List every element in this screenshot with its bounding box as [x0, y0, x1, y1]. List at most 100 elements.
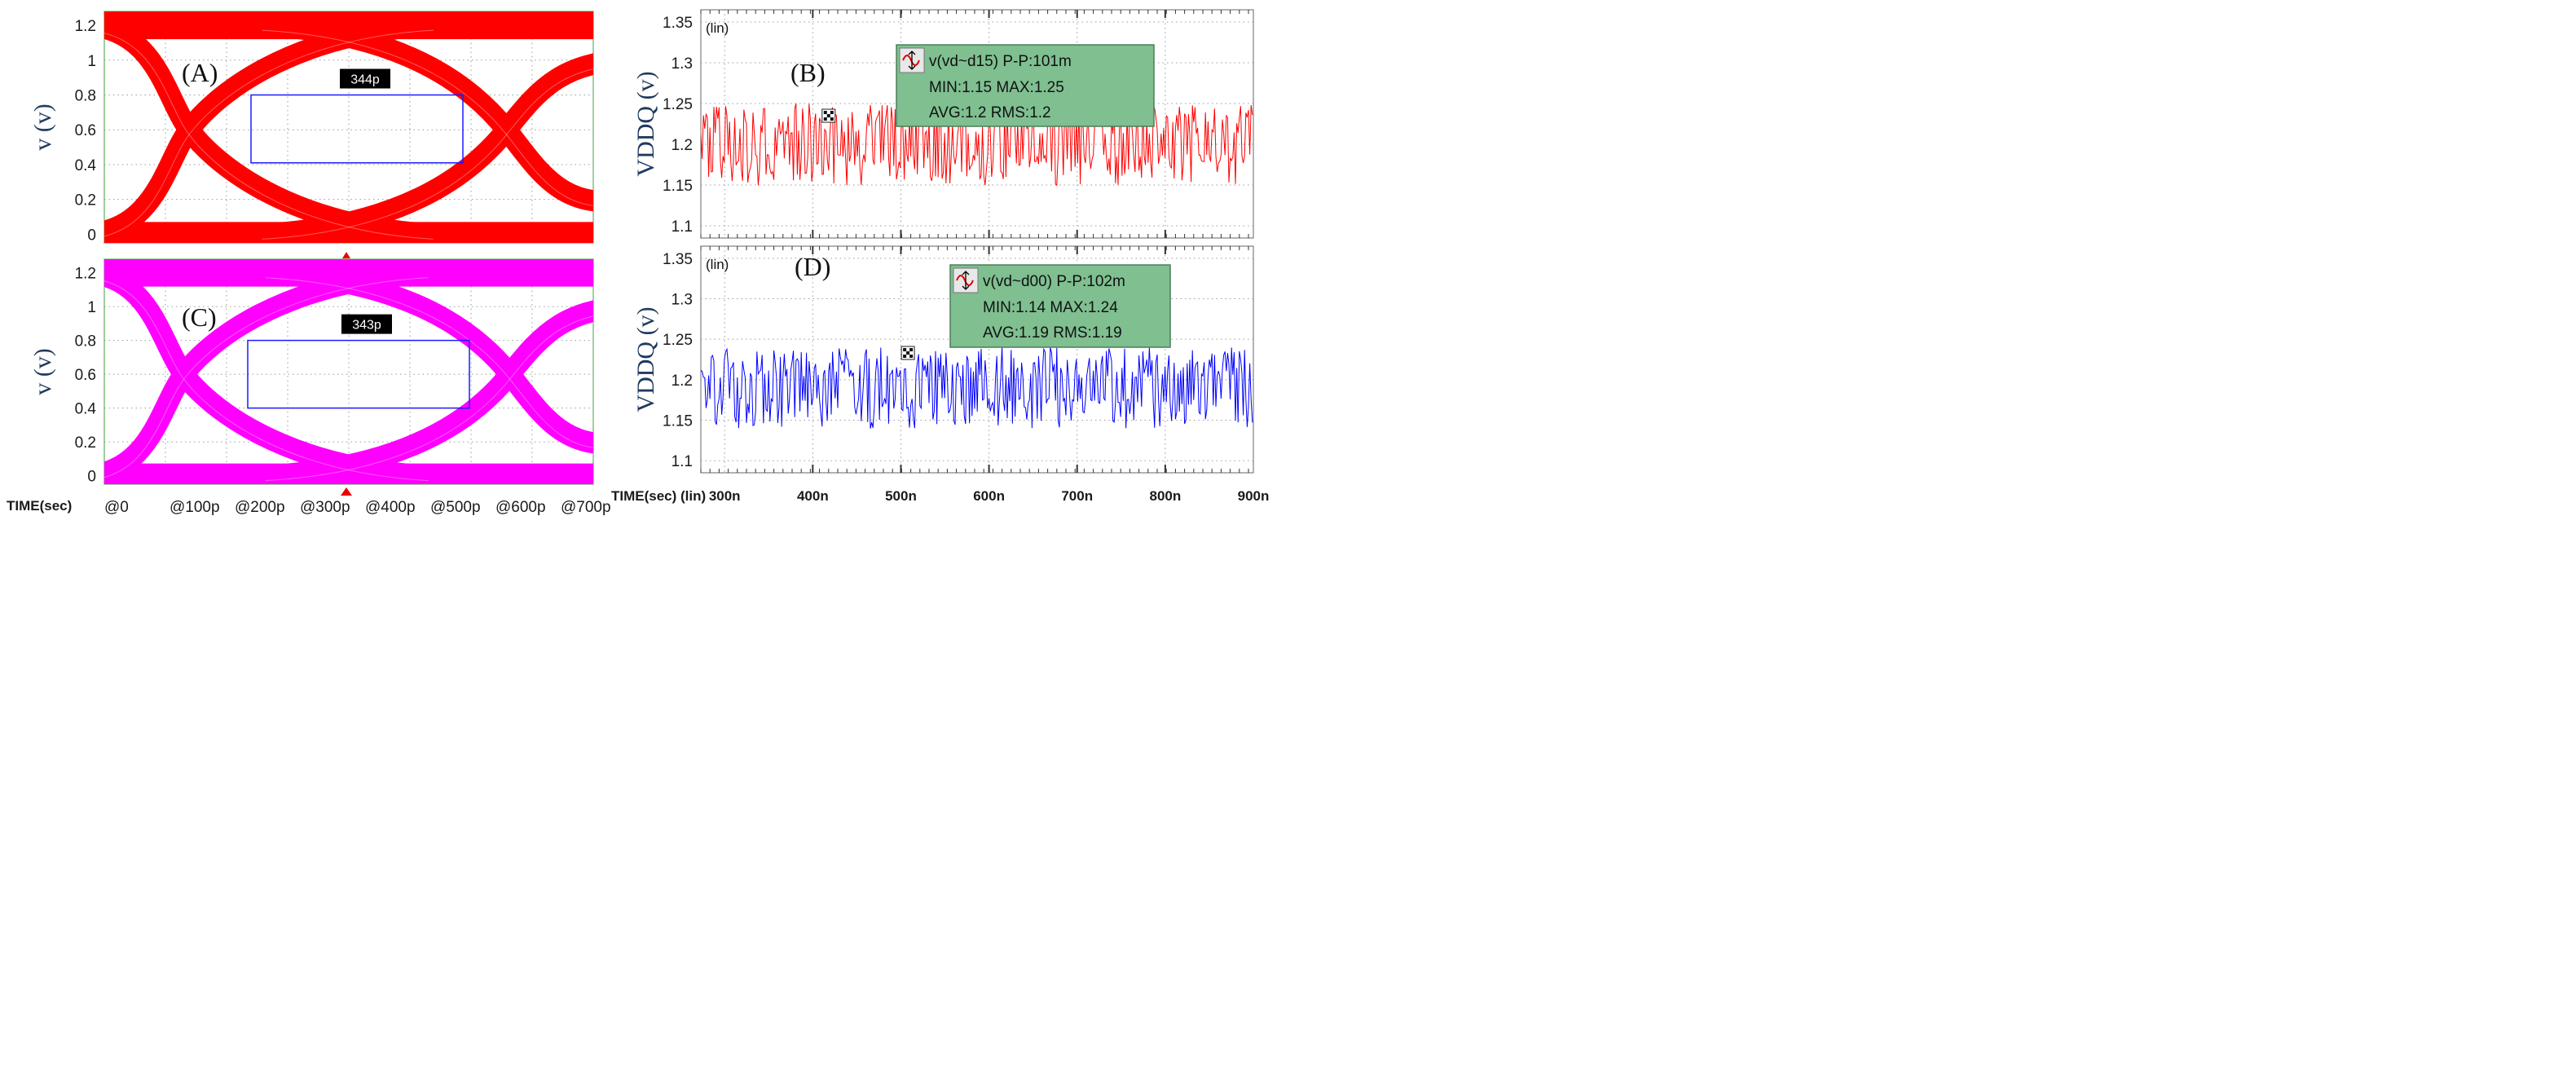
eye-trace-edge — [104, 33, 434, 240]
x-tick-label: @0 — [104, 499, 129, 516]
y-tick-label: 0.4 — [75, 157, 97, 174]
y-tick-label: 1.25 — [663, 332, 693, 349]
y-tick-label: 0.6 — [75, 367, 96, 384]
y-tick-label: 0 — [87, 227, 96, 244]
y-tick-label: 1.15 — [663, 178, 693, 195]
axis-ruler — [700, 246, 1249, 473]
stats-name: v(vd~d15) — [929, 53, 998, 70]
eye-trace-transition — [104, 15, 444, 242]
x-tick-label: @100p — [170, 499, 220, 516]
cursor-marker-icon[interactable] — [900, 346, 915, 360]
waveform-icon[interactable] — [899, 47, 925, 73]
y-tick-label: 1 — [87, 299, 96, 316]
eye-trace-edge — [265, 277, 593, 448]
eye-width-badge: 344p — [340, 68, 390, 89]
y-tick-label: 0.4 — [75, 401, 97, 418]
stats-line-2: MIN:1.14 MAX:1.24 — [983, 299, 1118, 316]
stats-rms: RMS:1.19 — [1053, 324, 1121, 342]
marker-dots — [823, 111, 834, 121]
y-tick-label: 0.2 — [75, 192, 96, 209]
stats-rms: RMS:1.2 — [991, 104, 1051, 121]
x-tick-label: @200p — [235, 499, 285, 516]
data-layer — [104, 11, 593, 243]
eye-trace-edge — [104, 29, 434, 237]
y-axis-title: VDDQ (v) — [632, 306, 659, 412]
stats-pp: P-P:101m — [1002, 53, 1071, 70]
stats-max: MAX:1.24 — [1050, 299, 1118, 316]
stats-line-2: MIN:1.15 MAX:1.25 — [929, 79, 1064, 96]
eye-width-label: 343p — [352, 319, 381, 333]
stats-line-1: v(vd~d15) P-P:101m — [929, 53, 1072, 70]
x-tick-label: @500p — [430, 499, 481, 516]
data-layer — [701, 103, 1253, 187]
badge-bg — [340, 68, 390, 89]
y-axis-title: v (v) — [29, 348, 56, 395]
waveform-icon[interactable] — [953, 267, 979, 293]
icon-wave — [956, 275, 974, 286]
y-tick-label: 1.15 — [663, 412, 693, 430]
y-tick-label: 1.3 — [672, 55, 693, 73]
stats-min: MIN:1.15 — [929, 79, 992, 96]
eye-trace-edge — [262, 68, 593, 240]
panel-label: (B) — [790, 58, 826, 87]
x-tick-label: 600n — [973, 488, 1005, 504]
panel-label: (C) — [182, 302, 217, 332]
panel-label: (D) — [795, 252, 830, 281]
x-axis-title: TIME(sec) (lin) — [611, 488, 706, 504]
data-layer — [701, 346, 1253, 429]
y-tick-label: 1.1 — [672, 453, 693, 470]
x-tick-label: @700p — [561, 499, 611, 516]
y-tick-label: 1.3 — [672, 292, 693, 309]
stats-max: MAX:1.25 — [996, 79, 1063, 96]
eye-trace-edge — [262, 29, 593, 206]
eye-trace-transition — [251, 53, 593, 243]
eye-trace-transition — [254, 300, 593, 484]
icon-arrows — [908, 51, 916, 70]
cursor-marker-icon — [342, 252, 350, 258]
y-tick-label: 1.2 — [75, 266, 96, 283]
figure: 00.20.40.60.811.2v (v)344p(A)1.11.151.21… — [7, 9, 1270, 516]
x-tick-label: @400p — [365, 499, 416, 516]
y-tick-label: 1.35 — [663, 251, 693, 268]
panel-a: 0 0.2 0.4 0.6 0.8 1 1.2 v (v) 344p (A) — [29, 11, 594, 258]
noise-trace — [701, 346, 1253, 429]
x-tick-label: 500n — [885, 488, 917, 504]
icon-arrows — [962, 271, 970, 290]
eye-trace-edge — [265, 315, 593, 482]
eye-width-label: 344p — [350, 73, 380, 86]
y-tick-label: 1.25 — [663, 96, 693, 113]
x-tick-label: @600p — [495, 499, 546, 516]
y-tick-label: 1.2 — [672, 137, 693, 154]
stats-min: MIN:1.14 — [983, 299, 1046, 316]
stats-pp: P-P:102m — [1056, 273, 1125, 290]
icon-wave — [902, 55, 920, 66]
axis-ruler — [700, 10, 1249, 238]
stats-name: v(vd~d00) — [983, 273, 1052, 290]
x-tick-label: 900n — [1238, 488, 1270, 504]
x-tick-label: 800n — [1149, 488, 1181, 504]
x-tick-label: 300n — [709, 488, 741, 504]
y-tick-label: 1.1 — [672, 218, 693, 236]
stats-line-1: v(vd~d00) P-P:102m — [983, 273, 1125, 290]
stats-line-3: AVG:1.19 RMS:1.19 — [983, 324, 1122, 342]
stats-box: v(vd~d15) P-P:101m MIN:1.15 MAX:1.25 AVG:1… — [896, 44, 1155, 127]
panel-b: 1.1 1.15 1.2 1.25 1.3 1.35 VDDQ (v) (lin) (B) v(v… — [632, 9, 1254, 239]
x-axis-title: TIME(sec) — [7, 498, 72, 514]
y-tick-label: 1.35 — [663, 15, 693, 32]
marker-dots — [903, 348, 914, 358]
noise-trace — [701, 103, 1253, 187]
eye-trace-edge — [104, 277, 429, 478]
cursor-marker-icon[interactable] — [821, 108, 836, 123]
x-tick-label: 700n — [1061, 488, 1093, 504]
y-tick-label: 1.2 — [672, 373, 693, 390]
eye-trace-transition — [104, 262, 439, 483]
axis-mode-label: (lin) — [706, 257, 729, 272]
stats-box-bg — [949, 264, 1171, 348]
y-tick-label: 0 — [87, 469, 96, 486]
eye-trace-edge — [104, 280, 429, 482]
cursor-marker-icon[interactable] — [341, 487, 352, 496]
stats-avg: AVG:1.19 — [983, 324, 1049, 342]
y-tick-label: 0.2 — [75, 434, 96, 452]
y-tick-label: 0.8 — [75, 333, 96, 351]
